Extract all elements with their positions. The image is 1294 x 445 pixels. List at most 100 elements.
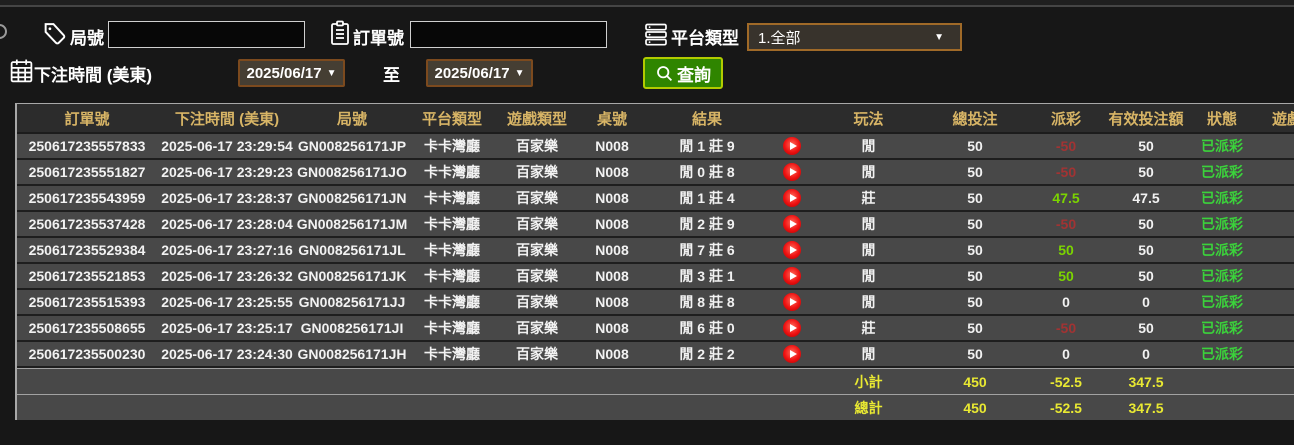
play-icon[interactable]	[783, 215, 801, 233]
cell-time: 2025-06-17 23:29:54	[161, 138, 293, 154]
cell-status: 已派彩	[1201, 346, 1243, 362]
cell-table_no: N008	[595, 268, 629, 284]
date-from-value: 2025/06/17	[246, 64, 322, 82]
play-triangle	[789, 246, 797, 254]
play-icon[interactable]	[783, 345, 801, 363]
summary-bet_type: 小計	[854, 373, 883, 390]
cell-time: 2025-06-17 23:26:32	[161, 268, 293, 284]
cell-bet_type: 閒	[861, 268, 876, 284]
cell-table_no: N008	[595, 320, 629, 336]
game-no-input[interactable]	[108, 21, 305, 48]
cell-bet_type: 閒	[861, 346, 876, 362]
column-header-7: 結果	[691, 110, 722, 128]
cell-table_no: N008	[595, 242, 629, 258]
table-row: 250617235521853 2025-06-17 23:26:32 GN0082…	[17, 264, 1294, 290]
play-icon[interactable]	[783, 189, 801, 207]
cell-total_bet: 50	[967, 294, 983, 310]
cell-total_bet: 50	[967, 320, 983, 336]
summary-play	[767, 369, 817, 394]
cell-result: 閒 6 莊 0	[679, 320, 735, 336]
column-header-1: 訂單號	[64, 110, 110, 128]
tag-icon	[42, 21, 67, 46]
top-divider	[0, 0, 1294, 7]
cell-game_type: 百家樂	[516, 242, 558, 258]
cell-time: 2025-06-17 23:27:16	[161, 242, 293, 258]
cell-time: 2025-06-17 23:24:30	[161, 346, 293, 362]
calendar-icon	[9, 58, 34, 84]
cell-platform: 卡卡灣廳	[424, 216, 480, 232]
cell-bet_type: 莊	[861, 320, 876, 336]
cell-status: 已派彩	[1201, 138, 1243, 154]
summary-payout: -52.5	[1050, 373, 1082, 390]
partial-icon	[0, 24, 7, 39]
summary-result	[647, 395, 767, 420]
cell-status: 已派彩	[1201, 242, 1243, 258]
cell-total_bet: 50	[967, 190, 983, 206]
cell-play	[767, 316, 817, 340]
cell-table_no: N008	[595, 190, 629, 206]
clipboard-icon	[328, 20, 352, 46]
cell-game	[1254, 212, 1294, 236]
platform-type-value: 1.全部	[758, 29, 801, 47]
cell-table_no: N008	[595, 138, 629, 154]
play-triangle	[789, 298, 797, 306]
search-button[interactable]: 查詢	[643, 57, 723, 89]
cell-game	[1254, 186, 1294, 210]
search-icon	[655, 64, 674, 83]
cell-result: 閒 0 莊 8	[679, 164, 735, 180]
cell-game	[1254, 238, 1294, 262]
column-header-14: 遊戲	[1271, 110, 1294, 128]
total-row: 總計 450 -52.5 347.5	[17, 394, 1294, 420]
chevron-down-icon: ▼	[934, 31, 944, 43]
cell-game_no: GN008256171JP	[297, 138, 407, 154]
order-no-input[interactable]	[410, 21, 607, 48]
play-icon[interactable]	[783, 137, 801, 155]
summary-time	[157, 369, 297, 394]
cell-order: 250617235515393	[28, 294, 146, 310]
summary-payout: -52.5	[1050, 399, 1082, 416]
platform-type-select[interactable]: 1.全部 ▼	[747, 23, 962, 51]
cell-game_type: 百家樂	[516, 216, 558, 232]
cell-payout: -50	[1055, 164, 1077, 180]
cell-result: 閒 2 莊 2	[679, 346, 735, 362]
cell-status: 已派彩	[1201, 294, 1243, 310]
play-icon[interactable]	[783, 241, 801, 259]
cell-order: 250617235543959	[28, 190, 146, 206]
cell-result: 閒 3 莊 1	[679, 268, 735, 284]
column-header-10: 總投注	[952, 110, 998, 128]
table-row: 250617235508655 2025-06-17 23:25:17 GN0082…	[17, 316, 1294, 342]
cell-status: 已派彩	[1201, 190, 1243, 206]
cell-bet_type: 閒	[861, 138, 876, 154]
play-icon[interactable]	[783, 267, 801, 285]
cell-table_no: N008	[595, 216, 629, 232]
cell-time: 2025-06-17 23:29:23	[161, 164, 293, 180]
cell-game	[1254, 134, 1294, 158]
play-icon[interactable]	[783, 319, 801, 337]
cell-game	[1254, 160, 1294, 184]
cell-bet_type: 閒	[861, 216, 876, 232]
summary-order	[17, 369, 157, 394]
cell-valid_bet: 50	[1138, 164, 1154, 180]
cell-order: 250617235521853	[28, 268, 146, 284]
cell-payout: -50	[1055, 138, 1077, 154]
cell-status: 已派彩	[1201, 320, 1243, 336]
play-icon[interactable]	[783, 293, 801, 311]
cell-result: 閒 1 莊 4	[679, 190, 735, 206]
cell-total_bet: 50	[967, 216, 983, 232]
cell-valid_bet: 50	[1138, 320, 1154, 336]
column-header-5: 遊戲類型	[506, 110, 567, 128]
play-triangle	[789, 168, 797, 176]
cell-total_bet: 50	[967, 164, 983, 180]
platform-type-label: 平台類型	[671, 29, 739, 48]
cell-game_no: GN008256171JI	[300, 320, 404, 336]
summary-game	[1254, 369, 1294, 394]
date-to-select[interactable]: 2025/06/17 ▼	[426, 59, 533, 87]
cell-bet_type: 閒	[861, 294, 876, 310]
play-icon[interactable]	[783, 163, 801, 181]
bet-records-table: 訂單號 下注時間 (美東) 局號 平台類型 遊戲類型 桌號 結果 玩法 總投注 派彩 有效投注額 狀態…	[15, 103, 1294, 420]
cell-payout: 50	[1058, 242, 1074, 258]
cell-game_no: GN008256171JN	[297, 190, 407, 206]
date-from-select[interactable]: 2025/06/17 ▼	[238, 59, 345, 87]
summary-total_bet: 450	[963, 373, 987, 390]
summary-valid_bet: 347.5	[1128, 399, 1164, 416]
